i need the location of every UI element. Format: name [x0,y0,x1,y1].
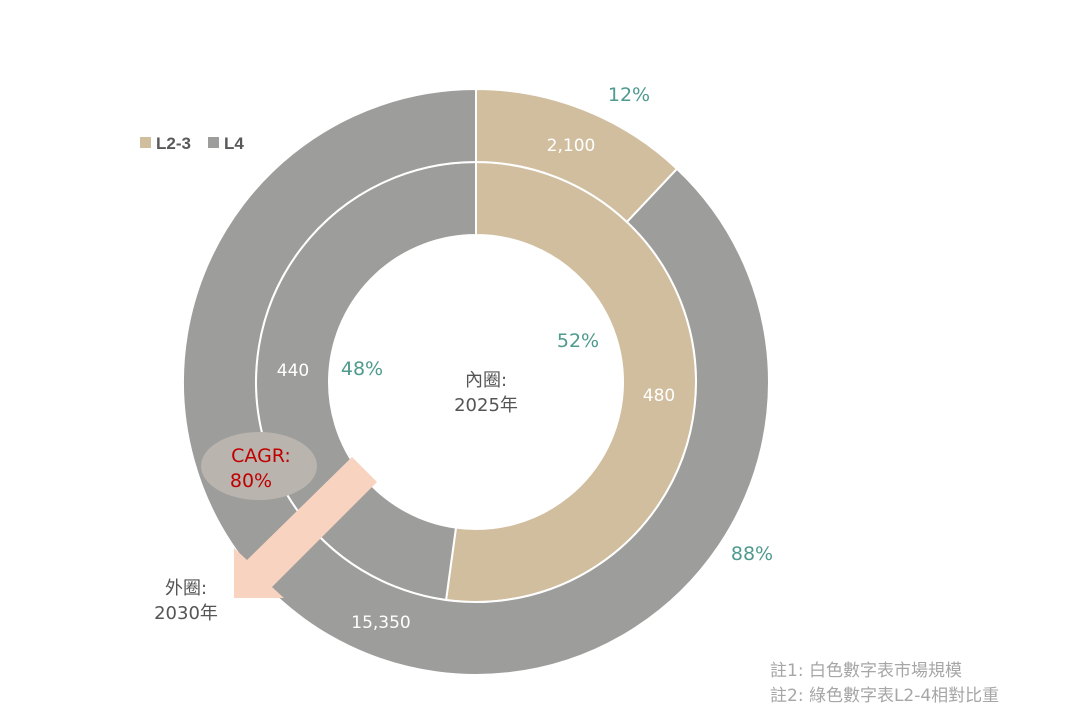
legend-label-l23: L2-3 [156,134,191,153]
outer-l23-percent: 12% [608,84,650,106]
inner-l4-percent: 48% [341,358,383,380]
outer-ring-label: 外圈: [165,578,207,599]
outer-ring-year: 2030年 [154,603,218,624]
inner-ring-year: 2025年 [454,395,518,416]
cagr-bubble [201,432,317,500]
inner-l23-percent: 52% [557,330,599,352]
inner-ring-label: 內圈: [465,370,507,391]
legend-label-l4: L4 [224,134,244,153]
cagr-value: 80% [230,470,272,492]
outer-l4-value: 15,350 [351,613,410,633]
cagr-label: CAGR: [231,445,291,467]
legend-swatch-l4 [208,137,219,148]
inner-l23-value: 480 [643,386,675,406]
outer-l23-value: 2,100 [547,136,596,156]
note-1: 註1: 白色數字表市場規模 [770,661,962,681]
outer-slice-l4 [182,87,770,676]
inner-l4-value: 440 [277,361,309,381]
growth-arrow [234,457,377,598]
note-2: 註2: 綠色數字表L2-4相對比重 [770,686,999,706]
legend-swatch-l23 [140,137,151,148]
outer-l4-percent: 88% [731,543,773,565]
